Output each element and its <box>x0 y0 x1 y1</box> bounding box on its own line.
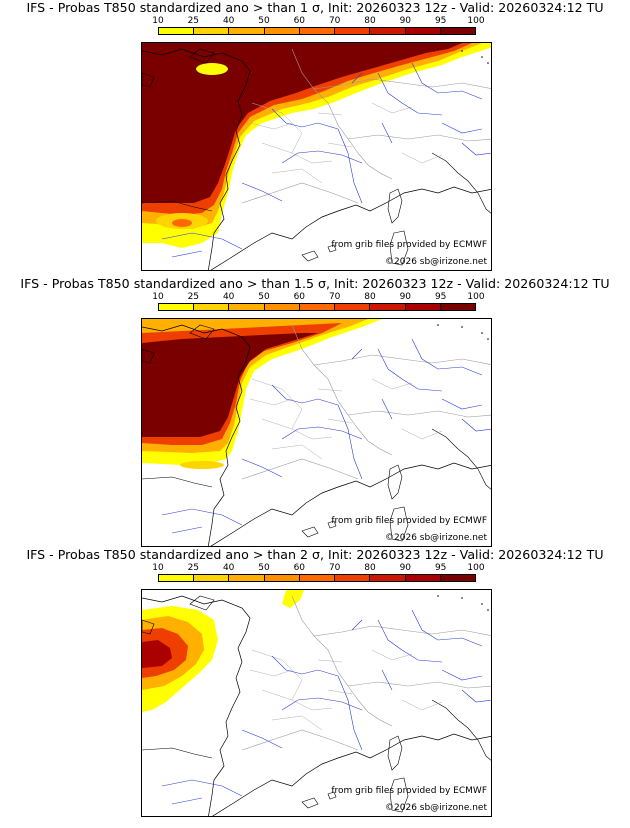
scale-tick: 90 <box>399 563 412 573</box>
map-panel-2: IFS - Probas T850 standardized ano > tha… <box>0 276 630 552</box>
scale-bar <box>158 303 476 311</box>
scale-tick: 25 <box>187 563 200 573</box>
scale-segment <box>299 28 336 34</box>
scale-tick: 60 <box>293 16 306 26</box>
scale-segment <box>299 575 336 581</box>
scale-segment <box>405 575 441 581</box>
scale-tick: 50 <box>258 16 270 26</box>
data-source-credit: from grib files provided by ECMWF <box>331 516 487 526</box>
scale-tick: 70 <box>328 292 341 302</box>
panel-title: IFS - Probas T850 standardized ano > tha… <box>20 276 610 291</box>
scale-segment <box>299 304 336 310</box>
scale-tick: 25 <box>187 16 200 26</box>
scale-tick: 70 <box>328 16 341 26</box>
scale-tick: 40 <box>222 292 235 302</box>
scale-tick: 95 <box>434 563 447 573</box>
scale-segment <box>264 28 300 34</box>
scale-segment <box>370 28 406 34</box>
scale-segment <box>159 304 195 310</box>
color-scale: 10 25 40 50 60 70 80 90 95 100 <box>152 563 485 583</box>
scale-tick: 10 <box>152 16 164 26</box>
scale-tick: 10 <box>152 563 164 573</box>
scale-segment <box>229 575 265 581</box>
scale-tick: 70 <box>328 563 341 573</box>
scale-tick: 95 <box>434 292 447 302</box>
copyright-text: ©2026 sb@irizone.net <box>385 533 487 543</box>
scale-segment <box>440 28 475 34</box>
scale-segment <box>229 304 265 310</box>
probability-map: from grib files provided by ECMWF ©2026 … <box>141 42 492 271</box>
scale-tick: 40 <box>222 16 235 26</box>
scale-tick: 25 <box>187 292 200 302</box>
scale-tick: 95 <box>434 16 447 26</box>
scale-segment <box>194 28 230 34</box>
scale-tick: 80 <box>364 16 376 26</box>
scale-segment <box>159 575 195 581</box>
probability-map: from grib files provided by ECMWF ©2026 … <box>141 589 492 817</box>
data-source-credit: from grib files provided by ECMWF <box>331 786 487 796</box>
scale-segment <box>159 28 195 34</box>
scale-tick: 80 <box>364 563 376 573</box>
panel-title: IFS - Probas T850 standardized ano > tha… <box>26 0 604 15</box>
color-scale: 10 25 40 50 60 70 80 90 95 100 <box>152 292 485 312</box>
scale-segment <box>194 575 230 581</box>
scale-segment <box>335 575 371 581</box>
scale-segment <box>194 304 230 310</box>
scale-tick: 90 <box>399 292 412 302</box>
scale-tick: 90 <box>399 16 412 26</box>
scale-bar <box>158 574 476 582</box>
scale-segment <box>229 28 265 34</box>
scale-tick: 60 <box>293 563 306 573</box>
scale-segment <box>335 28 371 34</box>
scale-segment <box>405 28 441 34</box>
scale-tick: 50 <box>258 563 270 573</box>
scale-tick: 50 <box>258 292 270 302</box>
scale-tick: 100 <box>467 16 485 26</box>
scale-tick: 100 <box>467 292 485 302</box>
map-panel-3: IFS - Probas T850 standardized ano > tha… <box>0 547 630 823</box>
panel-title: IFS - Probas T850 standardized ano > tha… <box>26 547 604 562</box>
copyright-text: ©2026 sb@irizone.net <box>385 257 487 267</box>
scale-segment <box>264 575 300 581</box>
color-scale: 10 25 40 50 60 70 80 90 95 100 <box>152 16 485 36</box>
scale-segment <box>370 304 406 310</box>
map-graphic <box>142 590 491 816</box>
scale-segment <box>335 304 371 310</box>
scale-segment <box>440 304 475 310</box>
scale-tick: 60 <box>293 292 306 302</box>
scale-tick: 40 <box>222 563 235 573</box>
scale-tick: 100 <box>467 563 485 573</box>
map-panel-1: IFS - Probas T850 standardized ano > tha… <box>0 0 630 276</box>
scale-segment <box>405 304 441 310</box>
scale-tick: 80 <box>364 292 376 302</box>
scale-segment <box>370 575 406 581</box>
map-graphic <box>142 43 491 270</box>
scale-tick: 10 <box>152 292 164 302</box>
copyright-text: ©2026 sb@irizone.net <box>385 803 487 813</box>
probability-map: from grib files provided by ECMWF ©2026 … <box>141 318 492 547</box>
scale-segment <box>440 575 475 581</box>
data-source-credit: from grib files provided by ECMWF <box>331 240 487 250</box>
scale-bar <box>158 27 476 35</box>
scale-segment <box>264 304 300 310</box>
map-graphic <box>142 319 491 546</box>
